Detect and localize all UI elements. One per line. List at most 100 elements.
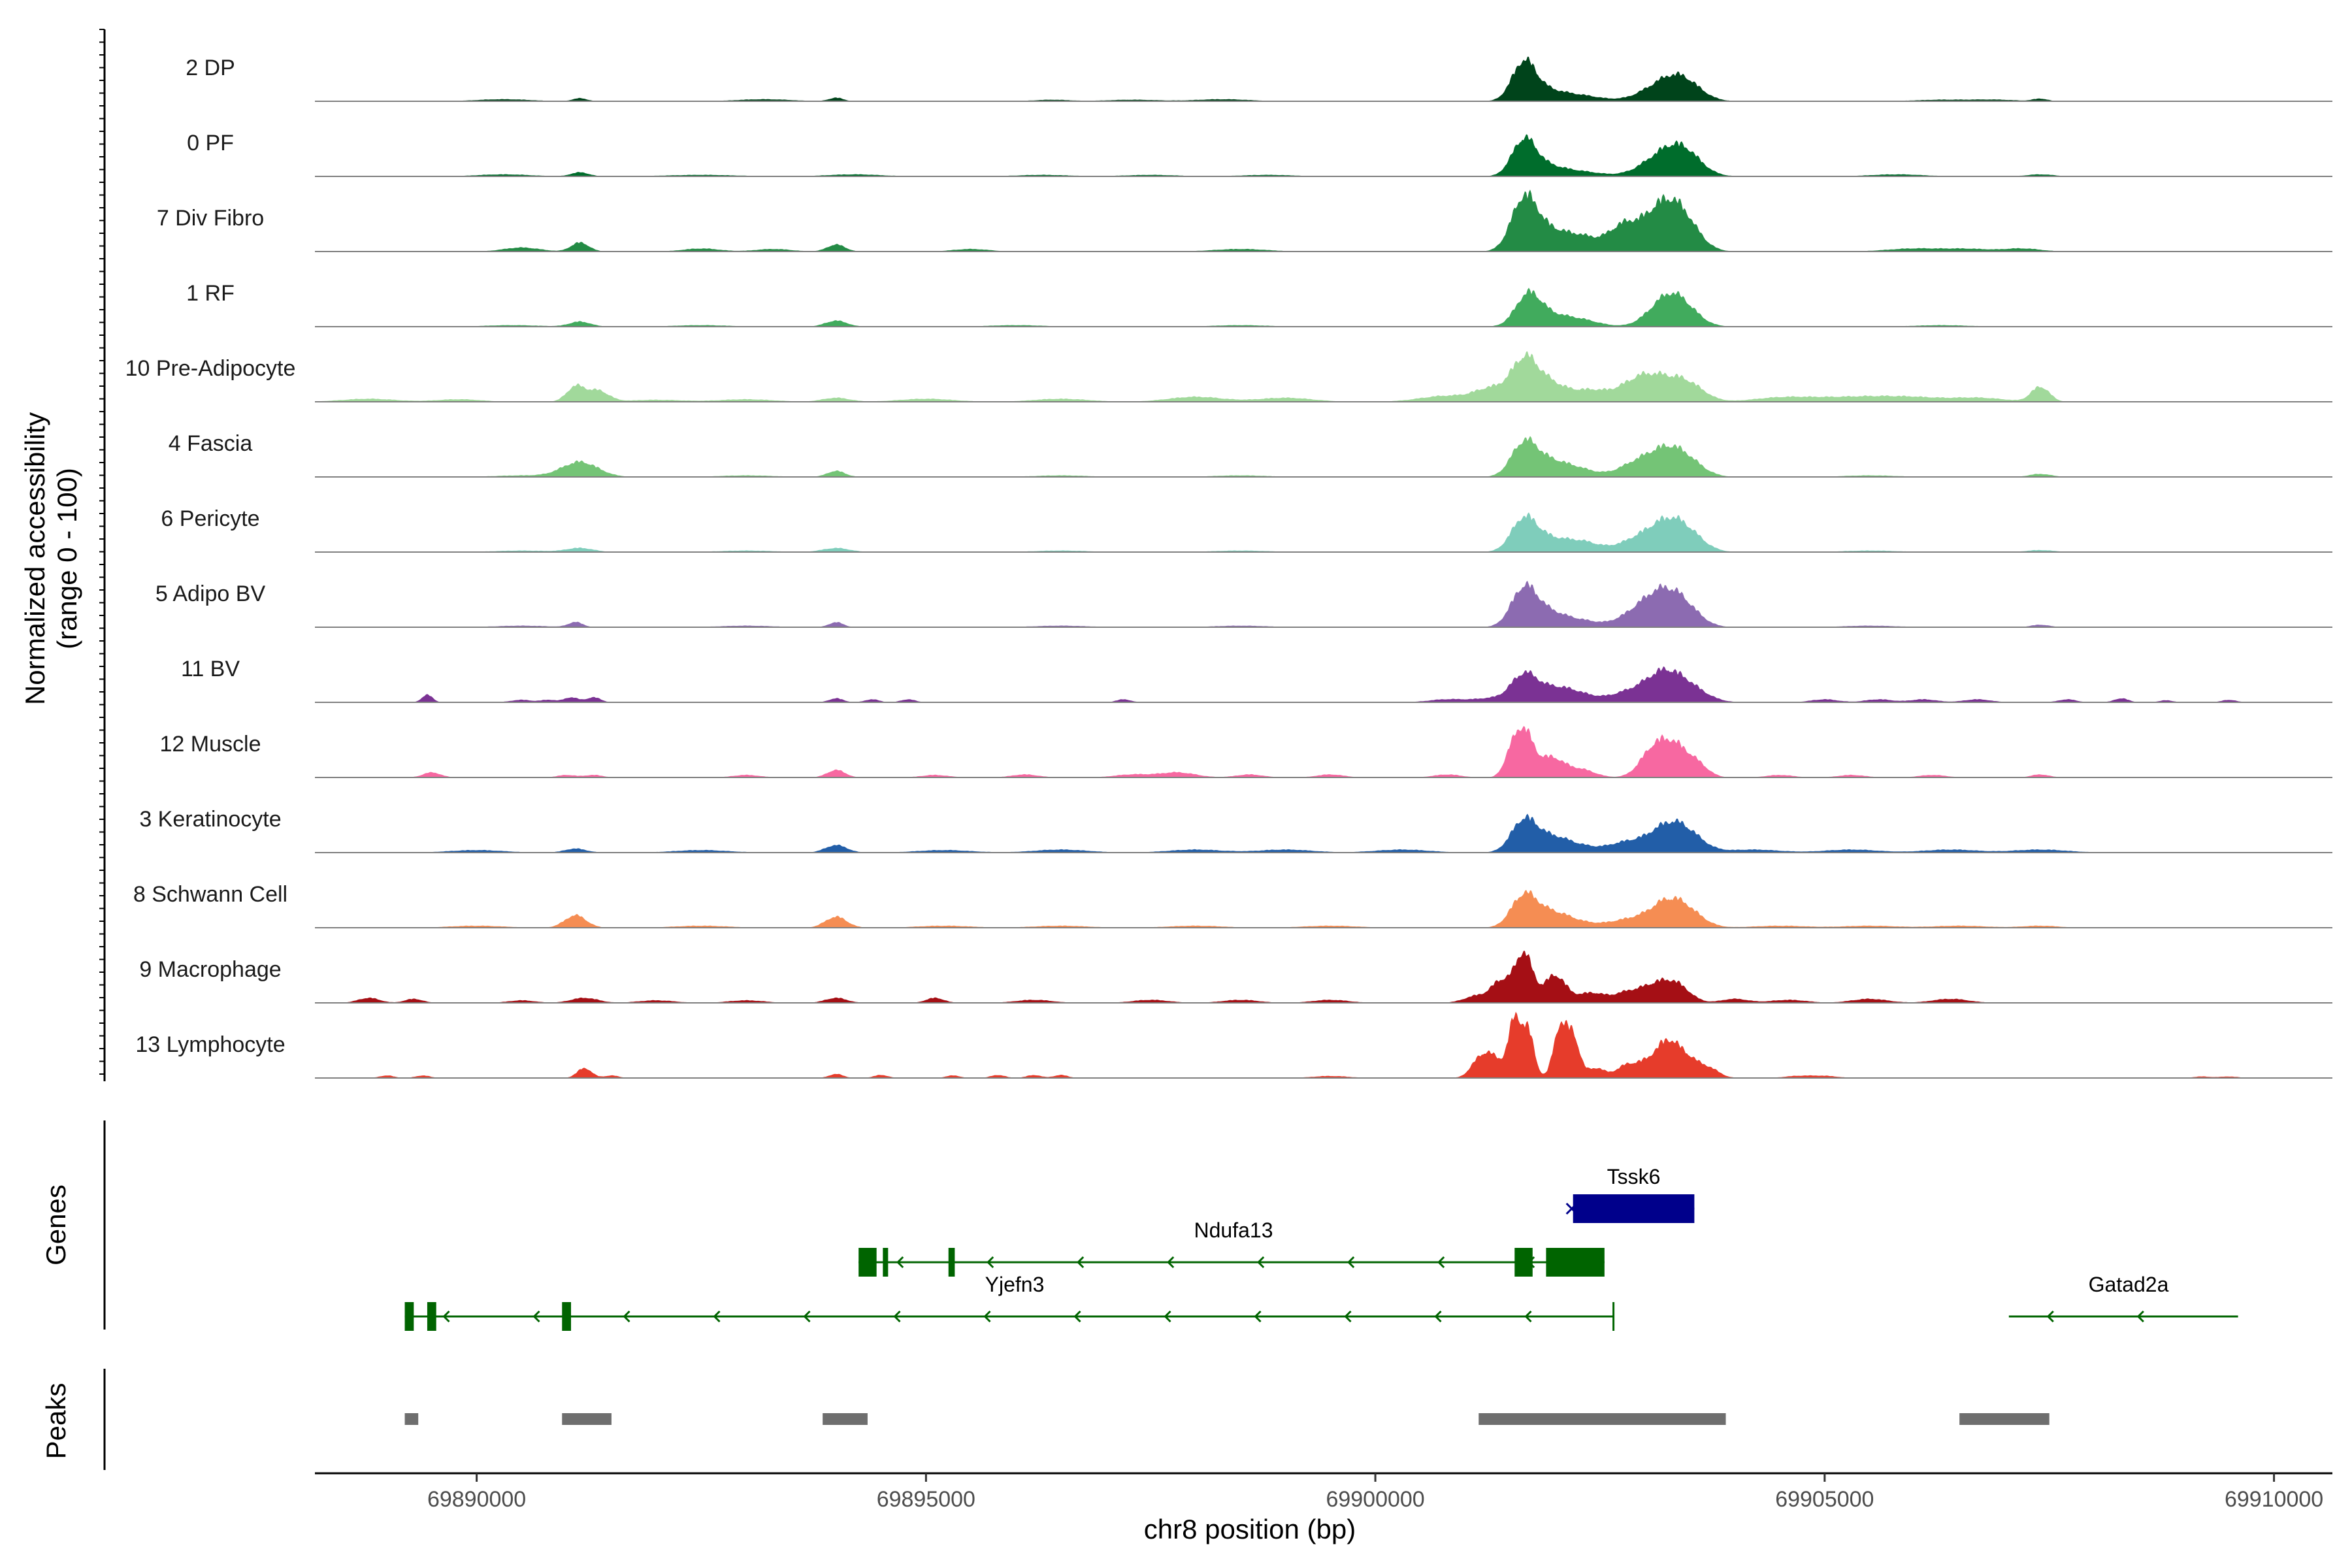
strand-arrow (2046, 1310, 2054, 1323)
track-area (315, 951, 2332, 1003)
track-1: 2 DP (186, 56, 2332, 102)
track-3: 7 Div Fibro (157, 189, 2332, 252)
gene-exon (883, 1248, 889, 1277)
peak-region (404, 1413, 419, 1425)
x-axis: chr8 position (bp) 69890000 69895000 69900… (315, 1472, 2332, 1544)
track-area (315, 56, 2332, 101)
track-label: 13 Lymphocyte (135, 1032, 285, 1057)
strand-arrow (1434, 1310, 1442, 1323)
peak-region (562, 1413, 612, 1425)
strand-arrow (803, 1310, 811, 1323)
gene-label: Yjefn3 (985, 1273, 1045, 1296)
track-label: 0 PF (187, 131, 234, 155)
track-11: 3 Keratinocyte (139, 807, 2332, 853)
track-label: 2 DP (186, 56, 235, 80)
track-label: 11 BV (181, 657, 240, 681)
peaks-panel: Peaks (41, 1369, 2050, 1470)
strand-arrow (893, 1310, 901, 1323)
y-axis: Normalized accessibility (range 0 - 100) (20, 29, 106, 1081)
track-label: 7 Div Fibro (157, 206, 264, 231)
strand-arrow (1344, 1310, 1352, 1323)
gene-exon (858, 1248, 877, 1277)
strand-arrow (987, 1256, 994, 1269)
track-area (315, 813, 2332, 853)
track-area (315, 189, 2332, 252)
y-axis-subtitle: (range 0 - 100) (52, 468, 82, 649)
strand-arrow (1077, 1256, 1085, 1269)
strand-arrow (1164, 1310, 1171, 1323)
track-area (315, 134, 2332, 176)
x-axis-title: chr8 position (bp) (1144, 1514, 1356, 1544)
track-area (315, 436, 2332, 477)
strand-arrow (1347, 1256, 1355, 1269)
track-label: 5 Adipo BV (155, 581, 266, 606)
track-label: 8 Schwann Cell (133, 882, 287, 907)
track-13: 9 Macrophage (139, 951, 2332, 1004)
track-label: 6 Pericyte (161, 506, 259, 531)
gene-label: Ndufa13 (1194, 1218, 1273, 1242)
track-9: 11 BV (181, 657, 2332, 703)
gene-gatad2a: Gatad2a (2008, 1273, 2238, 1323)
gene-exon (1514, 1248, 1533, 1277)
gene-exon (1573, 1194, 1695, 1223)
y-axis-title: Normalized accessibility (20, 412, 50, 705)
x-tick-label: 69890000 (427, 1487, 526, 1512)
track-area (315, 890, 2332, 928)
track-8: 5 Adipo BV (155, 581, 2332, 628)
strand-arrow (713, 1310, 721, 1323)
track-label: 3 Keratinocyte (139, 807, 281, 832)
strand-arrow (1437, 1256, 1445, 1269)
x-tick-label: 69910000 (2225, 1487, 2323, 1512)
track-7: 6 Pericyte (161, 506, 2332, 553)
strand-arrow (1257, 1256, 1265, 1269)
strand-arrow (532, 1310, 540, 1323)
genes-panel: Genes Tssk6 Ndufa13 Yjefn3 Gatad2a (41, 1120, 2238, 1331)
track-4: 1 RF (186, 281, 2332, 327)
track-label: 1 RF (186, 281, 235, 306)
track-area (315, 1011, 2332, 1078)
track-2: 0 PF (187, 131, 2332, 177)
x-tick-label: 69900000 (1326, 1487, 1424, 1512)
strand-arrow (983, 1310, 991, 1323)
gene-ndufa13: Ndufa13 (858, 1218, 1605, 1277)
peak-region (823, 1413, 868, 1425)
strand-arrow (896, 1256, 904, 1269)
track-5: 10 Pre-Adipocyte (125, 351, 2332, 402)
gene-exon (948, 1248, 955, 1277)
track-area (315, 512, 2332, 552)
tss-marker (1565, 1202, 1578, 1215)
track-area (315, 666, 2332, 702)
strand-arrow (1254, 1310, 1262, 1323)
x-tick-label: 69895000 (877, 1487, 975, 1512)
gene-exon (404, 1302, 414, 1331)
gene-exon (1546, 1248, 1605, 1277)
track-area (315, 726, 2332, 777)
track-area (315, 287, 2332, 327)
track-label: 12 Muscle (160, 732, 261, 757)
track-6: 4 Fascia (169, 431, 2332, 478)
strand-arrow (623, 1310, 630, 1323)
track-10: 12 Muscle (160, 726, 2332, 778)
track-12: 8 Schwann Cell (133, 882, 2332, 928)
peak-region (1959, 1413, 2050, 1425)
track-area (315, 351, 2332, 402)
peaks-panel-title: Peaks (41, 1383, 71, 1460)
track-label: 10 Pre-Adipocyte (125, 356, 296, 381)
track-label: 9 Macrophage (139, 957, 281, 982)
gene-label: Tssk6 (1607, 1165, 1661, 1188)
gene-tssk6: Tssk6 (1565, 1165, 1695, 1223)
strand-arrow (1073, 1310, 1081, 1323)
strand-arrow (1167, 1256, 1175, 1269)
track-area (315, 581, 2332, 627)
track-label: 4 Fascia (169, 431, 253, 456)
x-tick-label: 69905000 (1775, 1487, 1874, 1512)
gene-exon (427, 1302, 436, 1331)
gene-yjefn3: Yjefn3 (404, 1273, 1615, 1331)
gene-label: Gatad2a (2089, 1273, 2169, 1296)
gene-exon (562, 1302, 572, 1331)
strand-arrow (2136, 1310, 2144, 1323)
coverage-tracks: 2 DP 0 PF 7 Div Fibro 1 RF 10 Pre-Adipocyte 4… (125, 56, 2332, 1079)
strand-arrow (1524, 1310, 1532, 1323)
